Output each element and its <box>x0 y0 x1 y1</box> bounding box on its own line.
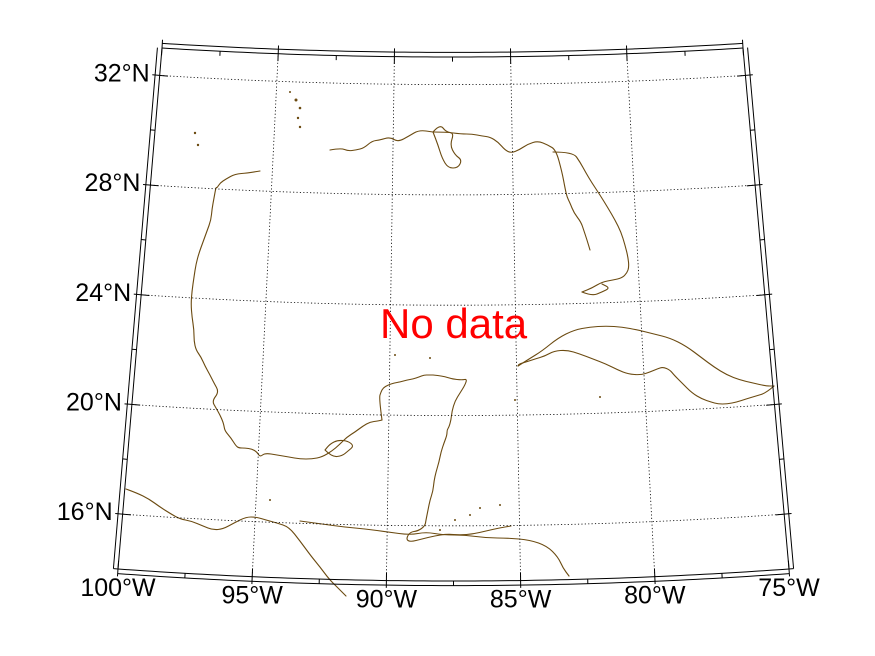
svg-text:20°N: 20°N <box>66 388 122 416</box>
svg-text:80°W: 80°W <box>624 582 686 610</box>
svg-text:24°N: 24°N <box>75 279 131 307</box>
svg-text:95°W: 95°W <box>221 582 283 610</box>
svg-text:90°W: 90°W <box>356 586 418 614</box>
svg-text:28°N: 28°N <box>85 169 141 197</box>
svg-text:32°N: 32°N <box>94 59 150 87</box>
svg-text:85°W: 85°W <box>490 586 552 614</box>
svg-text:No data: No data <box>380 300 528 347</box>
svg-text:100°W: 100°W <box>80 574 156 602</box>
svg-text:75°W: 75°W <box>758 574 820 602</box>
svg-text:16°N: 16°N <box>57 498 113 526</box>
